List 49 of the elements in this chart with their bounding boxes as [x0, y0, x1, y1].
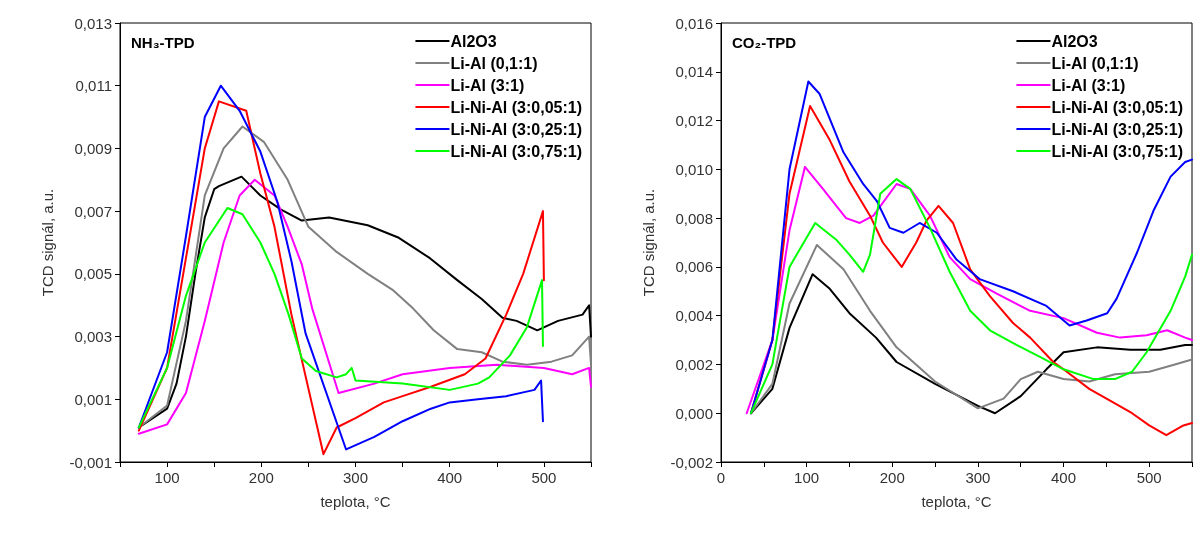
x-tick-label: 0: [716, 469, 725, 486]
legend-label: Li-Ni-Al (3:0,25:1): [450, 120, 583, 138]
y-tick-label: 0,008: [674, 209, 713, 227]
y-tick-label: 0,000: [674, 404, 713, 422]
x-axis-title: teplota, °C: [320, 493, 391, 510]
legend-label: Li-Ni-Al (3:0,05:1): [1050, 98, 1183, 116]
x-tick-label: 100: [154, 469, 180, 486]
legend-label: Al2O3: [450, 32, 497, 50]
x-tick-label: 300: [964, 469, 990, 486]
legend-label: Li-Al (3:1): [1050, 76, 1125, 94]
y-tick-label: 0,006: [674, 258, 713, 276]
line-series: [749, 243, 1193, 415]
x-tick-label: 500: [1136, 469, 1162, 486]
x-tick-label: 500: [531, 469, 557, 486]
x-axis-title: teplota, °C: [920, 493, 992, 510]
y-tick-label: 0,016: [674, 14, 713, 32]
legend-label: Li-Ni-Al (3:0,05:1): [450, 98, 583, 116]
legend-label: Li-Ni-Al (3:0,75:1): [1050, 142, 1183, 160]
y-tick-label: 0,012: [674, 112, 713, 130]
text: NH₃-TPD: [131, 34, 195, 51]
legend-label: Li-Al (3:1): [450, 76, 525, 94]
legend-label: Li-Ni-Al (3:0,75:1): [450, 142, 583, 160]
y-tick-label: 0,013: [74, 14, 112, 32]
y-axis-title: TCD signál, a.u.: [39, 188, 56, 297]
x-tick-label: 400: [1050, 469, 1076, 486]
y-tick-label: 0,002: [674, 355, 713, 373]
y-tick-label: 0,011: [75, 77, 112, 95]
y-tick-label: -0,002: [669, 453, 713, 471]
y-tick-label: 0,005: [74, 265, 112, 283]
y-tick-label: 0,007: [74, 202, 112, 220]
line-series: [137, 207, 544, 429]
y-axis-title: TCD signál, a.u.: [639, 188, 657, 297]
y-tick-label: -0,001: [69, 453, 112, 471]
y-tick-label: 0,003: [74, 328, 112, 346]
y-tick-label: 0,001: [74, 390, 112, 408]
x-tick-label: 200: [248, 469, 274, 486]
y-tick-label: 0,014: [674, 63, 713, 81]
y-tick-label: 0,004: [674, 307, 713, 325]
legend-label: Li-Al (0,1:1): [450, 54, 538, 72]
y-tick-label: 0,010: [674, 160, 713, 178]
legend-label: Al2O3: [1050, 32, 1098, 50]
x-tick-label: 100: [793, 469, 819, 486]
legend-label: Li-Al (0,1:1): [1050, 54, 1139, 72]
text: CO₂-TPD: [731, 34, 796, 51]
x-tick-label: 400: [437, 469, 463, 486]
legend-label: Li-Ni-Al (3:0,25:1): [1050, 120, 1183, 138]
x-tick-label: 300: [342, 469, 369, 486]
x-tick-label: 200: [879, 469, 905, 486]
y-tick-label: 0,009: [74, 139, 112, 157]
